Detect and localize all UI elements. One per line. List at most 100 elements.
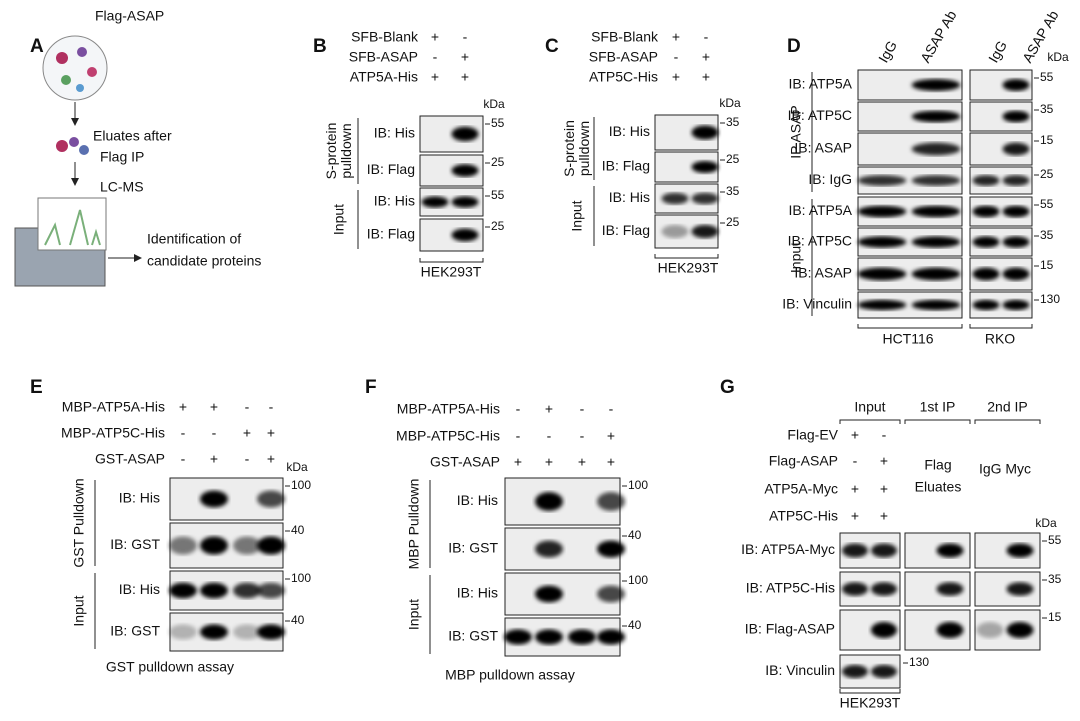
band (535, 492, 563, 511)
treatment-sign: + (702, 49, 710, 65)
blot-label: IB: ATP5A (788, 202, 852, 218)
band (1002, 110, 1030, 123)
marker-label: 15 (1040, 258, 1054, 272)
treatment-sign: - (580, 428, 585, 444)
band (911, 267, 961, 281)
band (841, 582, 869, 596)
treatment-name: ATP5C-His (769, 508, 838, 524)
treatment-name: ATP5C-His (589, 69, 658, 85)
band (841, 664, 869, 679)
marker-label: 35 (1040, 102, 1054, 116)
marker-label: 100 (628, 573, 648, 587)
treatment-name: Flag-EV (787, 427, 838, 443)
blot-label: IB: His (609, 189, 650, 205)
blot-label: IB: ATP5A (788, 76, 852, 92)
band (1002, 142, 1030, 156)
blot-label: IB: Flag (367, 161, 415, 177)
band (257, 582, 285, 599)
band (870, 582, 898, 596)
treatment-sign: + (514, 454, 522, 470)
treatment-sign: + (578, 454, 586, 470)
treatment-sign: - (704, 29, 709, 45)
kda-label: kDa (483, 97, 505, 111)
band (870, 664, 898, 679)
treatment-sign: + (851, 427, 859, 443)
band (857, 299, 907, 311)
protein-dot (56, 52, 68, 64)
result-label: candidate proteins (147, 253, 261, 269)
panel-label: A (30, 36, 44, 57)
treatment-name: MBP-ATP5C-His (61, 425, 165, 441)
cell-bracket (857, 324, 963, 329)
marker-label: 25 (726, 215, 740, 229)
cell-line: HEK293T (421, 264, 482, 280)
group-label: MBP Pulldown (406, 479, 422, 570)
blot-label: IB: Flag (367, 226, 415, 242)
band (911, 236, 961, 248)
band (911, 142, 961, 156)
blot-label: IB: Flag (602, 158, 650, 174)
treatment-sign: - (212, 425, 217, 441)
marker-label: 100 (291, 478, 311, 492)
group-label: Input (71, 595, 87, 626)
band (568, 629, 596, 645)
band (233, 536, 261, 555)
band (169, 582, 197, 599)
blot-label: IB: His (609, 123, 650, 139)
group-label: Input (331, 204, 347, 235)
panel-label: D (787, 36, 801, 57)
treatment-sign: - (516, 428, 521, 444)
treatment-sign: + (431, 69, 439, 85)
marker-label: 100 (628, 478, 648, 492)
ip-note: Flag (924, 457, 951, 473)
blot-label: IB: ATP5C-His (746, 580, 835, 596)
band (841, 543, 869, 558)
group-label: pulldown (338, 123, 354, 178)
band (1002, 299, 1030, 311)
blot-label: IB: ASAP (794, 140, 852, 156)
marker-label: 40 (291, 523, 305, 537)
blot-label: IB: IgG (808, 171, 852, 187)
panel-label: G (720, 377, 735, 398)
treatment-sign: + (880, 481, 888, 497)
treatment-sign: - (674, 49, 679, 65)
treatment-name: Flag-ASAP (769, 453, 838, 469)
band (200, 624, 228, 640)
cell-bracket (839, 689, 901, 694)
marker-label: 100 (291, 571, 311, 585)
bead-circle (42, 35, 108, 101)
caption: MBP pulldown assay (445, 667, 575, 683)
band (972, 236, 1000, 248)
cell-line: HCT116 (882, 331, 933, 347)
treatment-sign: + (702, 69, 710, 85)
treatment-sign: + (607, 428, 615, 444)
blot-label: IB: Flag (602, 222, 650, 238)
marker-label: 35 (726, 184, 740, 198)
marker-label: 25 (491, 155, 505, 169)
caption: GST pulldown assay (106, 659, 234, 675)
band (911, 110, 961, 123)
treatment-sign: + (851, 508, 859, 524)
band (870, 543, 898, 558)
band (597, 585, 625, 603)
blot-label: IB: His (119, 490, 160, 506)
treatment-sign: + (461, 69, 469, 85)
marker-label: 40 (628, 528, 642, 542)
kda-label: kDa (286, 460, 308, 474)
band (691, 161, 719, 173)
band (1006, 543, 1034, 558)
cell-line: HEK293T (658, 260, 719, 276)
group-label: Input (569, 200, 585, 231)
band (421, 196, 449, 208)
header-bracket (904, 419, 971, 424)
band (597, 540, 625, 558)
band (1002, 175, 1030, 186)
band (200, 582, 228, 599)
band (451, 164, 479, 177)
cell-line: RKO (985, 331, 1015, 347)
treatment-sign: - (245, 399, 250, 415)
band (535, 540, 563, 558)
band (691, 125, 719, 140)
band (504, 629, 532, 645)
